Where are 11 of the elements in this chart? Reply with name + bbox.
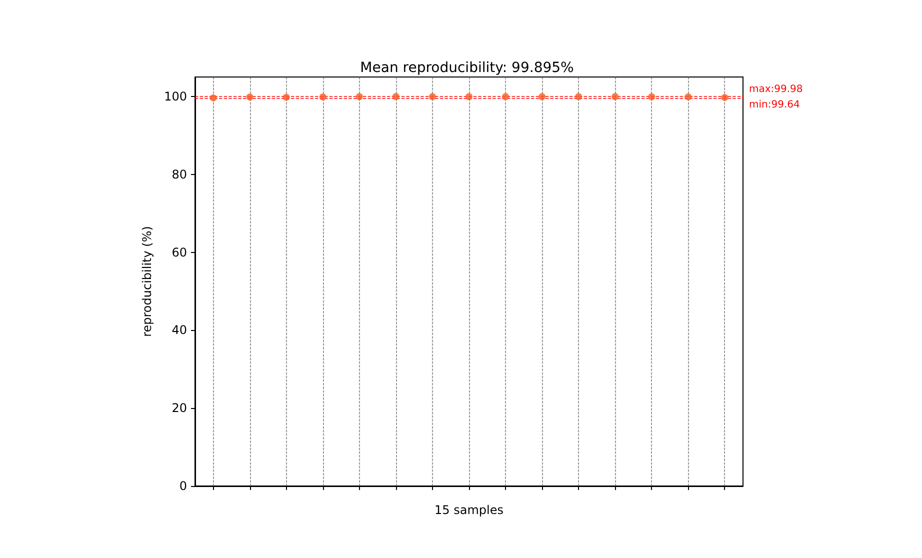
ref-line-label: max:99.98 [749, 84, 803, 96]
y-tick-label: 80 [172, 167, 187, 182]
y-axis-title: reproducibility (%) [140, 226, 154, 337]
x-axis-title: 15 samples [434, 503, 504, 517]
y-tick-label: 60 [172, 245, 187, 260]
y-tick-label: 100 [164, 89, 187, 104]
y-tick-label: 0 [179, 479, 187, 493]
ref-line-label: min:99.64 [749, 99, 800, 110]
chart-title: Mean reproducibility: 99.895% [360, 60, 574, 76]
y-tick-label: 40 [172, 323, 187, 338]
y-tick-label: 20 [172, 401, 187, 416]
